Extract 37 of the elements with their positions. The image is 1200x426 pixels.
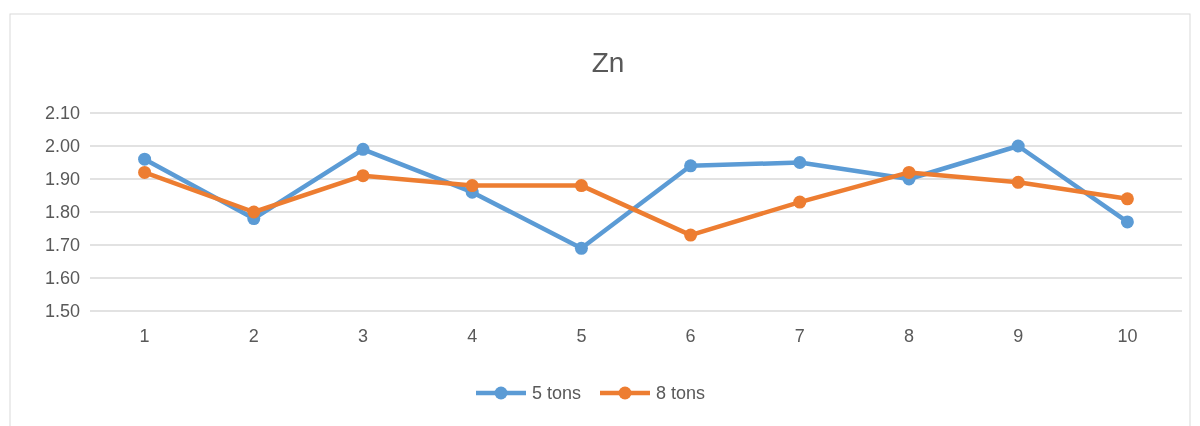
x-tick-label: 3	[357, 326, 369, 346]
y-tick-label: 1.50	[44, 301, 80, 322]
x-tick-label: 7	[794, 326, 805, 346]
point	[684, 159, 698, 173]
x-tick-label: 1	[139, 326, 150, 346]
x-tick-label: 9	[1013, 326, 1024, 346]
point	[574, 241, 588, 255]
point	[684, 228, 698, 242]
point	[138, 152, 152, 166]
y-tick-label: 1.70	[44, 235, 80, 256]
y-tick-label: 1.60	[44, 268, 80, 289]
point	[465, 179, 479, 193]
x-tick-label: 5	[576, 326, 587, 346]
point	[1120, 192, 1134, 206]
point	[247, 205, 261, 219]
point	[356, 142, 370, 156]
x-tick-label: 4	[467, 326, 478, 346]
y-tick-label: 2.00	[44, 136, 80, 157]
point	[1011, 139, 1025, 153]
point	[1011, 175, 1025, 189]
x-tick-label: 6	[685, 326, 696, 346]
point	[1120, 215, 1134, 229]
x-tick-label: 10	[1117, 326, 1138, 346]
legend-label: 5 tons	[532, 383, 582, 404]
point	[138, 165, 152, 179]
point	[902, 165, 916, 179]
point	[793, 195, 807, 209]
y-tick-label: 2.10	[44, 103, 80, 124]
x-tick-label: 2	[248, 326, 259, 346]
y-tick-label: 1.80	[44, 202, 80, 223]
y-tick-label: 1.90	[44, 169, 80, 190]
chart-title: Zn	[591, 47, 625, 78]
point	[793, 156, 807, 169]
legend-label: 8 tons	[656, 383, 706, 404]
point	[574, 179, 588, 193]
x-tick-label: 8	[903, 326, 915, 346]
point	[356, 169, 370, 183]
